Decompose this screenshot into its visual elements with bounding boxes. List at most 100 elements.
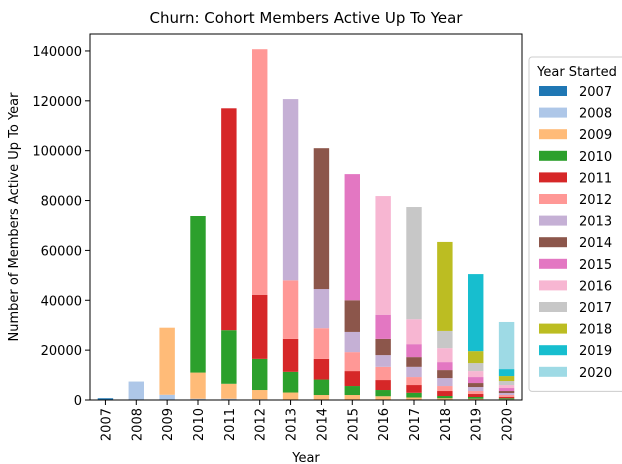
bar-segment [282,371,299,393]
legend-label: 2018 [579,323,612,338]
y-tick-label: 120000 [32,95,82,110]
bar-segment [375,314,391,339]
legend-swatch [539,107,567,118]
bar-segment [252,358,268,391]
chart-title: Churn: Cohort Members Active Up To Year [150,9,464,27]
bar-segment [437,378,453,387]
bar-segment [437,370,453,379]
bar-segment [375,196,391,315]
bar-segment [406,392,422,398]
bar-segment [313,328,330,359]
legend-swatch [539,129,567,140]
bar-segment [406,377,422,386]
bar-segment [190,216,206,373]
bar-segment [344,352,360,372]
bar-segment [221,398,237,400]
bar-segment [437,330,453,349]
bar-segment [498,395,515,397]
bar-segment [406,385,422,393]
legend-swatch [539,258,567,269]
bar-segment [190,398,206,400]
bar-segment [437,386,453,392]
bar-segment [406,366,422,378]
plot-frame [89,33,523,401]
legend-label: 2012 [579,193,612,208]
bar-segment [468,387,484,392]
legend-title: Year Started [536,65,617,80]
bar-segment [375,396,391,400]
bar-segment [498,388,515,392]
legend-swatch [539,150,567,161]
bar-segment [221,383,237,399]
legend-label: 2013 [579,215,612,230]
legend-label: 2011 [579,171,612,186]
bar-segment [498,376,515,382]
x-tick-label: 2012 [254,408,269,441]
bar-segment [344,395,360,400]
bar-segment [406,319,422,345]
x-tick-label: 2007 [99,408,114,441]
bar-segment [498,385,515,389]
bar-segment [282,338,299,372]
bar-segment [437,396,453,399]
y-tick-label: 80000 [41,195,82,210]
bar-segment [252,49,268,295]
bar-segment [375,380,391,391]
bar-segment [406,357,422,367]
bar-segment [468,394,484,398]
x-tick-label: 2008 [130,408,145,441]
bar-segment [468,397,484,399]
bar-segment [159,394,175,400]
y-tick-label: 40000 [41,294,82,309]
bar-segment [221,108,237,331]
bar-segment [498,398,515,400]
bar-segment [282,99,299,281]
legend-swatch [539,194,567,204]
bar-segment [375,390,391,397]
legend-swatch [539,172,567,183]
legend-label: 2014 [579,236,612,251]
x-tick-label: 2010 [192,408,207,441]
bar-segment [437,398,453,400]
bar-segment [313,395,330,400]
y-tick-label: 0 [74,394,82,409]
bar-segment [498,393,515,396]
bar-segment [406,397,422,400]
bar-segment [282,392,299,400]
bar-segment [313,148,330,290]
bar-segment [344,174,360,301]
bar-segment [97,398,114,400]
x-tick-label: 2019 [470,408,485,441]
bar-segment [282,280,299,339]
y-tick-label: 20000 [41,344,82,359]
bar-segment [468,274,484,352]
bar-segment [468,383,484,388]
bar-segment [468,377,484,384]
y-tick-label: 60000 [41,244,82,259]
x-tick-label: 2016 [377,408,392,441]
legend-label: 2017 [579,301,612,316]
x-tick-label: 2017 [408,408,423,441]
y-tick-label: 100000 [32,145,82,160]
legend-swatch [539,280,567,291]
bar-segment [437,391,453,397]
bar-segment [252,294,268,359]
legend-label: 2007 [579,85,612,100]
x-tick-label: 2011 [223,408,238,441]
y-tick-label: 140000 [32,45,82,60]
legend-swatch [539,86,567,96]
bar-segment [437,348,453,363]
x-tick-label: 2014 [315,408,330,441]
legend-swatch [539,302,567,312]
bar-segment [344,386,360,396]
bar-segment [128,381,144,400]
bar-segment [498,321,515,370]
x-tick-label: 2020 [501,408,516,441]
bar-segment [498,369,515,377]
bar-segment [468,363,484,372]
y-axis-label: Number of Members Active Up To Year [7,92,22,342]
legend-label: 2016 [579,279,612,294]
bar-segment [375,355,391,367]
legend-label: 2009 [579,128,612,143]
